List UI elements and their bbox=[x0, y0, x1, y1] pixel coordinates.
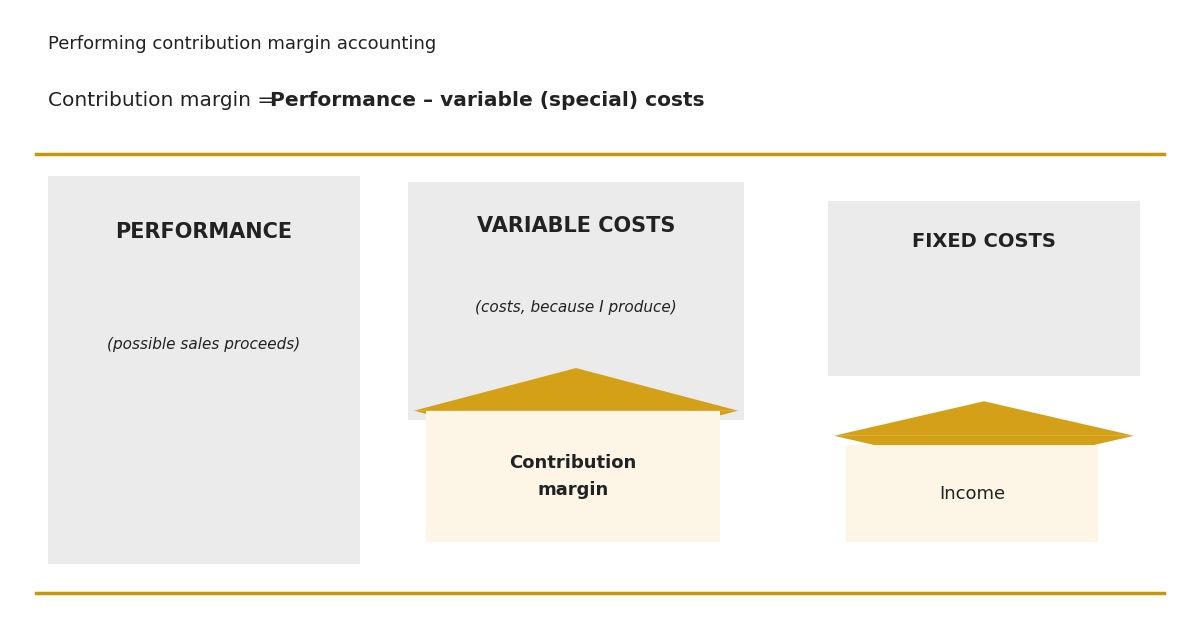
Text: Performing contribution margin accounting: Performing contribution margin accountin… bbox=[48, 35, 437, 53]
FancyBboxPatch shape bbox=[408, 182, 744, 420]
Text: FIXED COSTS: FIXED COSTS bbox=[912, 232, 1056, 251]
Polygon shape bbox=[834, 401, 1134, 436]
FancyBboxPatch shape bbox=[48, 176, 360, 564]
FancyBboxPatch shape bbox=[846, 445, 1098, 542]
FancyBboxPatch shape bbox=[426, 411, 720, 542]
Text: Contribution margin =: Contribution margin = bbox=[48, 91, 281, 110]
Text: Income: Income bbox=[938, 485, 1006, 503]
Polygon shape bbox=[414, 368, 738, 411]
Polygon shape bbox=[414, 411, 738, 453]
Polygon shape bbox=[834, 436, 1134, 470]
Text: (possible sales proceeds): (possible sales proceeds) bbox=[107, 337, 301, 352]
Text: Contribution
margin: Contribution margin bbox=[509, 455, 637, 498]
Text: Performance – variable (special) costs: Performance – variable (special) costs bbox=[270, 91, 704, 110]
FancyBboxPatch shape bbox=[828, 201, 1140, 376]
Text: PERFORMANCE: PERFORMANCE bbox=[115, 222, 293, 242]
Text: VARIABLE COSTS: VARIABLE COSTS bbox=[476, 216, 676, 236]
Text: (costs, because I produce): (costs, because I produce) bbox=[475, 300, 677, 315]
